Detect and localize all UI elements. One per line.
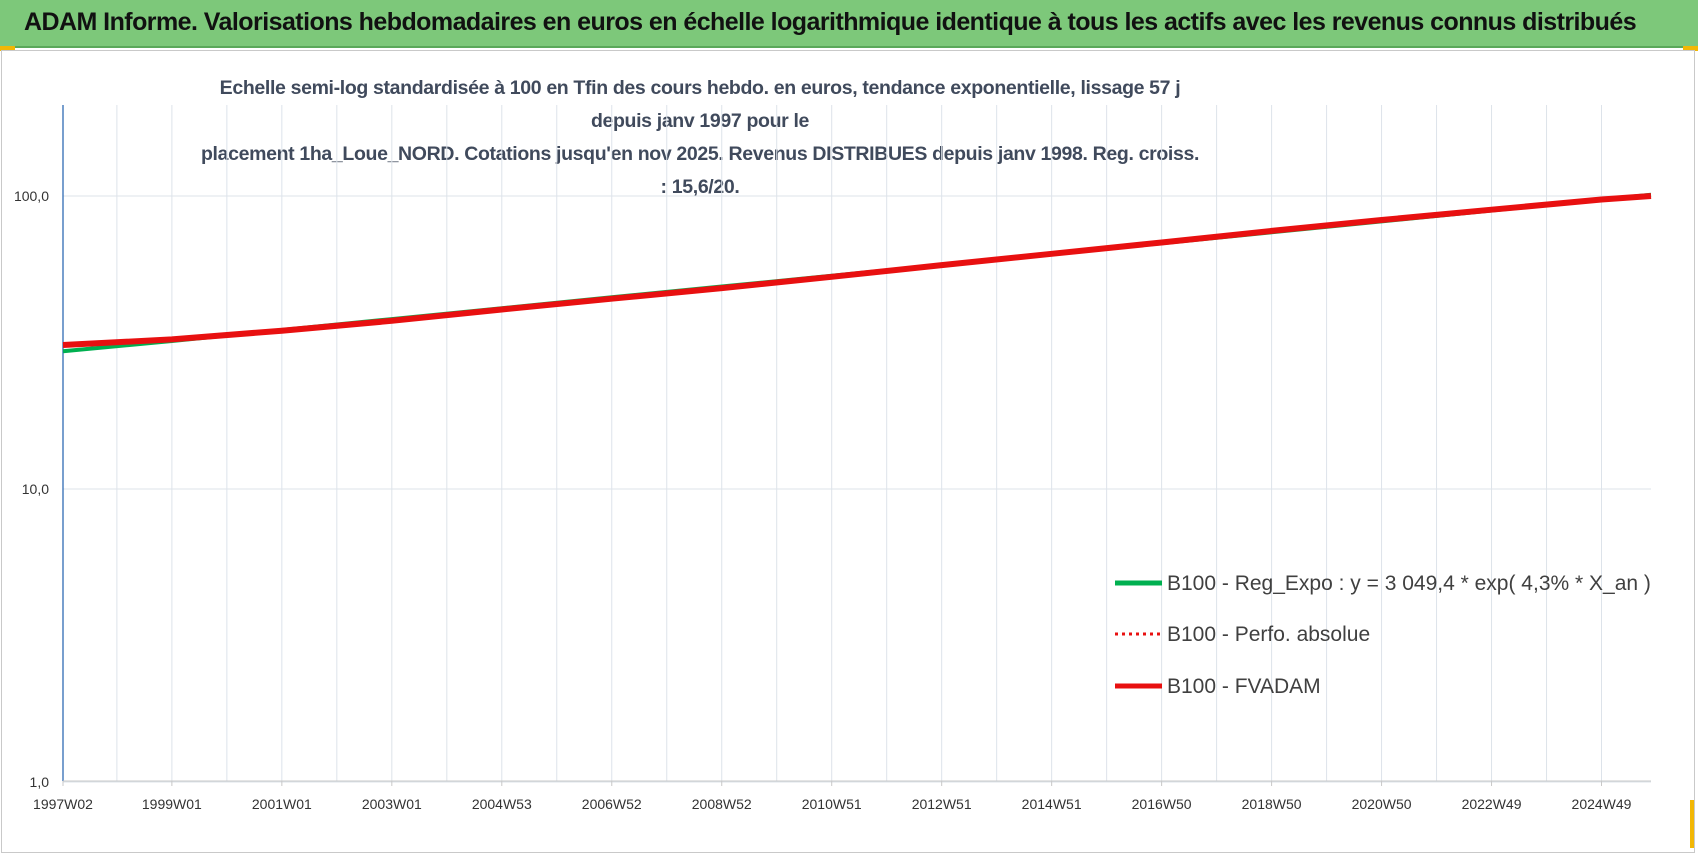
x-tick-label: 1997W02 — [33, 796, 93, 812]
header-banner: ADAM Informe. Valorisations hebdomadaire… — [0, 0, 1698, 48]
legend-item-fvadam-label: B100 - FVADAM — [1167, 675, 1321, 698]
axes — [62, 105, 1651, 786]
x-tick-label: 1999W01 — [142, 796, 202, 812]
x-tick-label: 2018W50 — [1242, 796, 1302, 812]
x-tick-label: 2008W52 — [692, 796, 752, 812]
chart-frame — [1, 50, 1695, 853]
series-fvadam-line — [62, 193, 1652, 348]
grid-lines — [63, 105, 1651, 783]
x-tick-label: 2020W50 — [1352, 796, 1412, 812]
chart-subtitle-line-2: placement 1ha_Loue_NORD. Cotations jusqu… — [200, 143, 1200, 198]
y-tick-label: 100,0 — [14, 188, 49, 204]
page-title: ADAM Informe. Valorisations hebdomadaire… — [24, 8, 1637, 36]
y-tick-label: 10,0 — [22, 481, 49, 497]
legend-item-reg-expo-label: B100 - Reg_Expo : y = 3 049,4 * exp( 4,3… — [1167, 572, 1651, 595]
x-tick-label: 2012W51 — [912, 796, 972, 812]
x-tick-label: 2001W01 — [252, 796, 312, 812]
chart-subtitle: Echelle semi-log standardisée à 100 en T… — [200, 72, 1200, 204]
series-lines — [62, 192, 1652, 354]
tick-labels: 1,0 10,0 100,0 1997W02 1999W01 2001W01 2003W01… — [14, 188, 1632, 812]
x-tick-label: 2003W01 — [362, 796, 422, 812]
frame-corner-bottom-right — [1690, 800, 1695, 848]
x-tick-label: 2014W51 — [1022, 796, 1082, 812]
x-tick-label: 2004W53 — [472, 796, 532, 812]
legend-item-perfo-absolue-label: B100 - Perfo. absolue — [1167, 623, 1370, 646]
x-tick-label: 2010W51 — [802, 796, 862, 812]
chart-subtitle-line-1: Echelle semi-log standardisée à 100 en T… — [219, 77, 1181, 132]
x-tick-label: 2006W52 — [582, 796, 642, 812]
series-perfo-absolue-line — [62, 194, 1652, 347]
x-tick-label: 2022W49 — [1462, 796, 1522, 812]
x-tick-label: 2024W49 — [1572, 796, 1632, 812]
y-tick-label: 1,0 — [30, 774, 50, 790]
legend: B100 - Reg_Expo : y = 3 049,4 * exp( 4,3… — [1115, 572, 1651, 698]
frame-corner-top-right — [1683, 46, 1698, 51]
x-tick-label: 2016W50 — [1132, 796, 1192, 812]
frame-corner-top-left — [0, 46, 15, 51]
